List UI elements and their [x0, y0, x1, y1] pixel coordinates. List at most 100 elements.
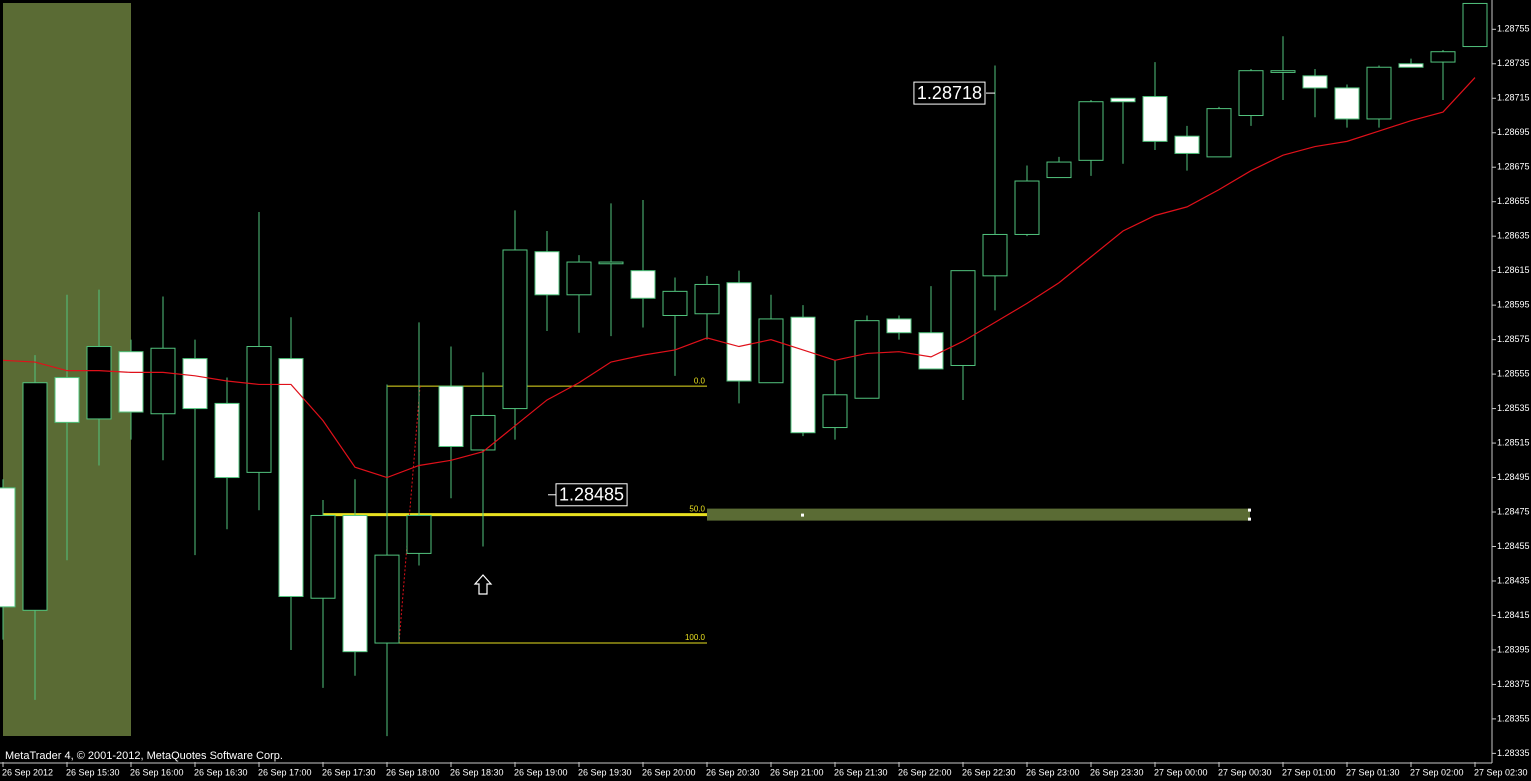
- x-tick-label: 26 Sep 20:30: [706, 767, 760, 777]
- candle-body: [758, 318, 784, 384]
- x-tick-label: 26 Sep 2012: [2, 767, 53, 777]
- candle-body: [22, 382, 48, 611]
- candle-body: [118, 351, 144, 413]
- y-tick-label: 1.28355: [1497, 713, 1530, 723]
- candle-body: [438, 385, 464, 448]
- candle-body: [822, 394, 848, 429]
- copyright-text: MetaTrader 4, © 2001-2012, MetaQuotes So…: [5, 750, 283, 762]
- candle-body: [918, 332, 944, 370]
- y-tick-label: 1.28495: [1497, 472, 1530, 482]
- y-tick-label: 1.28655: [1497, 196, 1530, 206]
- x-tick-label: 26 Sep 16:00: [130, 767, 184, 777]
- candle-body: [1302, 75, 1328, 89]
- candle-body: [214, 402, 240, 479]
- y-tick-label: 1.28535: [1497, 403, 1530, 413]
- y-tick-label: 1.28475: [1497, 506, 1530, 516]
- y-tick-label: 1.28595: [1497, 300, 1530, 310]
- x-tick-label: 27 Sep 01:30: [1346, 767, 1400, 777]
- candle-body: [1206, 108, 1232, 158]
- x-tick-label: 26 Sep 22:00: [898, 767, 952, 777]
- y-tick-label: 1.28675: [1497, 162, 1530, 172]
- y-tick-label: 1.28335: [1497, 748, 1530, 758]
- x-tick-label: 27 Sep 02:00: [1410, 767, 1464, 777]
- arrow-up-icon: [473, 574, 493, 595]
- fib-level-label: 100.0: [685, 633, 706, 642]
- candle-body: [630, 270, 656, 299]
- moving-average-line: [2, 77, 1476, 479]
- y-tick-label: 1.28615: [1497, 265, 1530, 275]
- candle-body: [566, 261, 592, 296]
- fib-level-label: 0.0: [694, 376, 706, 385]
- candle-body: [598, 261, 624, 265]
- y-tick-label: 1.28415: [1497, 610, 1530, 620]
- x-tick-label: 26 Sep 23:30: [1090, 767, 1144, 777]
- candle-body: [1462, 2, 1488, 48]
- candle-body: [470, 414, 496, 451]
- candle-body: [1046, 161, 1072, 179]
- candle-body: [150, 347, 176, 415]
- candle-body: [1270, 70, 1296, 73]
- candle-body: [1078, 101, 1104, 161]
- candle-body: [1014, 180, 1040, 235]
- candle-body: [534, 251, 560, 296]
- x-tick-label: 26 Sep 23:00: [1026, 767, 1080, 777]
- x-tick-label: 26 Sep 22:30: [962, 767, 1016, 777]
- x-tick-label: 26 Sep 16:30: [194, 767, 248, 777]
- fib-level-label: 50.0: [689, 505, 705, 514]
- y-tick-label: 1.28735: [1497, 58, 1530, 68]
- candle-body: [406, 514, 432, 554]
- candle-body: [54, 377, 80, 423]
- candle-body: [694, 283, 720, 315]
- x-tick-label: 26 Sep 18:00: [386, 767, 440, 777]
- x-tick-label: 26 Sep 20:00: [642, 767, 696, 777]
- candle-body: [1174, 135, 1200, 154]
- candle-body: [790, 316, 816, 434]
- plot-layer: 0.0 50.0 100.0 1.28718 1.28485: [0, 2, 1488, 737]
- y-tick-label: 1.28375: [1497, 679, 1530, 689]
- y-tick-label: 1.28635: [1497, 231, 1530, 241]
- candle-body: [86, 346, 112, 420]
- candle-body: [182, 358, 208, 410]
- candle-body: [278, 358, 304, 597]
- candle-body: [1238, 70, 1264, 117]
- x-tick-label: 27 Sep 00:30: [1218, 767, 1272, 777]
- candle-body: [342, 514, 368, 653]
- candle-body: [726, 282, 752, 382]
- candle-body: [310, 514, 336, 599]
- y-tick-label: 1.28755: [1497, 24, 1530, 34]
- candle-body: [886, 318, 912, 334]
- x-tick-label: 27 Sep 00:00: [1154, 767, 1208, 777]
- y-tick-label: 1.28435: [1497, 575, 1530, 585]
- candle-body: [246, 346, 272, 473]
- candle-body: [1334, 87, 1360, 120]
- candle-body: [0, 487, 16, 608]
- x-tick-label: 26 Sep 19:30: [578, 767, 632, 777]
- candle-body: [854, 320, 880, 399]
- price-label-box: [913, 81, 986, 105]
- x-tick-label: 26 Sep 17:30: [322, 767, 376, 777]
- y-tick-label: 1.28515: [1497, 437, 1530, 447]
- candle-body: [982, 233, 1008, 277]
- candle-body: [502, 249, 528, 410]
- selection-bar: [707, 508, 1250, 521]
- candle-body: [950, 270, 976, 366]
- candle-body: [1366, 66, 1392, 120]
- y-tick-label: 1.28575: [1497, 334, 1530, 344]
- y-tick-label: 1.28395: [1497, 644, 1530, 654]
- x-tick-label: 27 Sep 01:00: [1282, 767, 1336, 777]
- candle-body: [374, 554, 400, 644]
- candle-body: [662, 290, 688, 316]
- x-tick-label: 26 Sep 15:30: [66, 767, 120, 777]
- selection-handle: [1248, 517, 1251, 521]
- fib-trend-line: [398, 386, 421, 644]
- candle-body: [1110, 97, 1136, 103]
- x-tick-label: 26 Sep 17:00: [258, 767, 312, 777]
- y-tick-label: 1.28715: [1497, 93, 1530, 103]
- x-tick-label: 26 Sep 21:30: [834, 767, 888, 777]
- y-tick-label: 1.28695: [1497, 127, 1530, 137]
- selection-handle: [1248, 508, 1251, 512]
- x-tick-label: 26 Sep 19:00: [514, 767, 568, 777]
